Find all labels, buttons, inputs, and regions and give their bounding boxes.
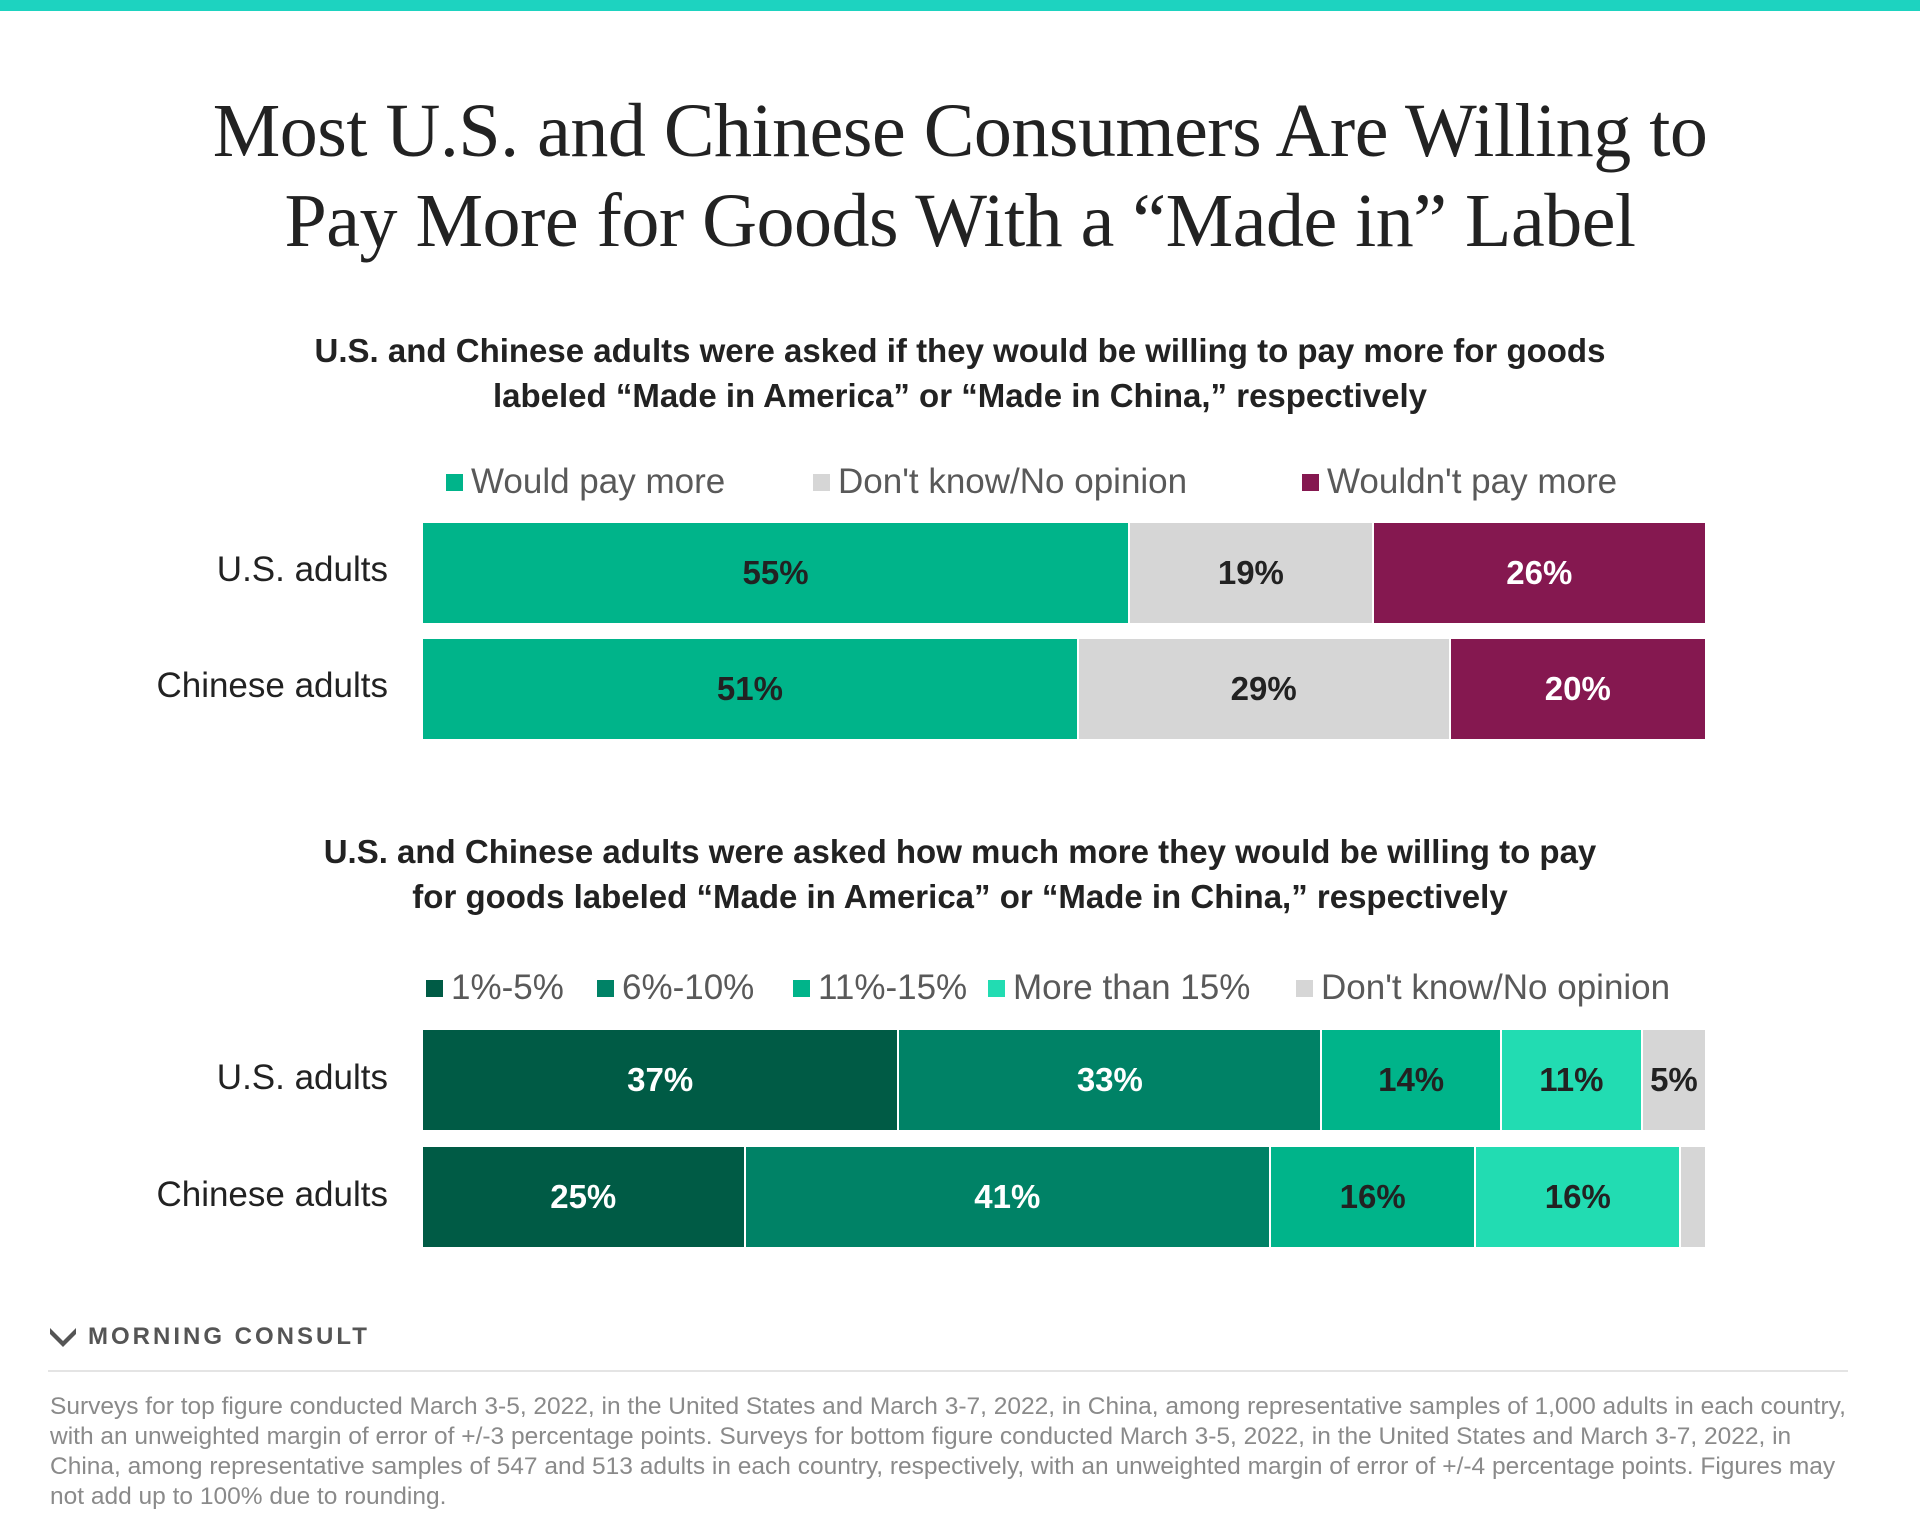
data-label: 19%: [1217, 554, 1284, 591]
bar-segment-don-t-know-no-opinion: [1679, 1147, 1705, 1247]
data-label: 51%: [716, 670, 783, 707]
chart-1-title-line-2: labeled “Made in America” or “Made in Ch…: [492, 377, 1428, 414]
chart-2-bar-us: 37% 33% 14% 11% 5%: [423, 1030, 1705, 1130]
bar-segment-don-t-know-no-opinion: 19%: [1128, 523, 1372, 623]
data-label: 33%: [1076, 1061, 1143, 1098]
data-label: 41%: [974, 1178, 1041, 1215]
legend-label: 1%-5%: [451, 968, 564, 1007]
legend-item-wouldn-t-pay-more: Wouldn't pay more: [1302, 460, 1617, 504]
bar-segment-11-15: 16%: [1269, 1147, 1475, 1247]
chart-1-row-label-china: Chinese adults: [156, 666, 388, 705]
data-label: 55%: [742, 554, 809, 591]
data-label: 20%: [1544, 670, 1611, 707]
legend-label: 11%-15%: [818, 968, 968, 1007]
chart-1-legend: Would pay more Don't know/No opinion Would…: [0, 460, 1920, 504]
data-label: 16%: [1544, 1178, 1611, 1215]
legend-item-1-5: 1%-5%: [426, 966, 564, 1010]
bar-segment-6-10: 41%: [743, 1147, 1270, 1247]
legend-swatch-would-pay-more: [446, 473, 463, 491]
legend-item-more-than-15: More than 15%: [988, 966, 1250, 1010]
data-label: 25%: [550, 1178, 617, 1215]
legend-label: Wouldn't pay more: [1327, 462, 1618, 501]
chart-2-row-label-china: Chinese adults: [156, 1175, 388, 1214]
legend-swatch-11-15: [793, 979, 810, 997]
legend-swatch-1-5: [426, 979, 443, 997]
legend-label: More than 15%: [1013, 968, 1251, 1007]
legend-swatch-don-t-know-no-opinion: [1296, 979, 1313, 997]
chart-1-bar-us: 55% 19% 26%: [423, 523, 1705, 623]
legend-item-11-15: 11%-15%: [793, 966, 967, 1010]
title-line-1: Most U.S. and Chinese Consumers Are Will…: [212, 89, 1708, 173]
bar-segment-6-10: 33%: [897, 1030, 1321, 1130]
bar-segment-would-pay-more: 51%: [423, 639, 1077, 739]
bar-segment-more-than-15: 11%: [1499, 1030, 1641, 1130]
chart-2-bar-china: 25% 41% 16% 16%: [423, 1147, 1705, 1247]
chart-2-legend: 1%-5% 6%-10% 11%-15% More than 15% Don't kno…: [0, 966, 1920, 1010]
chart-2-title-line-2: for goods labeled “Made in America” or “…: [412, 878, 1508, 915]
footer-divider: [48, 1370, 1848, 1372]
morning-consult-logo-icon: [50, 1328, 76, 1347]
bar-segment-1-5: 25%: [423, 1147, 744, 1247]
legend-swatch-don-t-know-no-opinion: [813, 473, 830, 491]
chart-2-title-line-1: U.S. and Chinese adults were asked how m…: [323, 833, 1597, 870]
chart-1-bar-china: 51% 29% 20%: [423, 639, 1705, 739]
data-label: 37%: [627, 1061, 694, 1098]
bar-segment-wouldn-t-pay-more: 20%: [1448, 639, 1705, 739]
bar-segment-1-5: 37%: [423, 1030, 898, 1130]
chart-2-row-label-us: U.S. adults: [216, 1058, 388, 1097]
chart-1-title: U.S. and Chinese adults were asked if th…: [0, 328, 1920, 418]
legend-item-6-10: 6%-10%: [597, 966, 754, 1010]
bar-segment-more-than-15: 16%: [1474, 1147, 1680, 1247]
legend-label: 6%-10%: [622, 968, 755, 1007]
bar-segment-would-pay-more: 55%: [423, 523, 1129, 623]
bar-segment-wouldn-t-pay-more: 26%: [1371, 523, 1705, 623]
data-label: 26%: [1506, 554, 1573, 591]
legend-item-would-pay-more: Would pay more: [446, 460, 725, 504]
bar-segment-don-t-know-no-opinion: 29%: [1076, 639, 1449, 739]
chart-1-row-label-us: U.S. adults: [216, 550, 388, 589]
legend-swatch-wouldn-t-pay-more: [1302, 473, 1319, 491]
data-label: 14%: [1378, 1061, 1445, 1098]
data-label: 29%: [1230, 670, 1297, 707]
footnote: Surveys for top figure conducted March 3…: [50, 1393, 1846, 1510]
brand-name: MORNING CONSULT: [88, 1323, 370, 1350]
data-label: 5%: [1650, 1061, 1698, 1098]
legend-label: Don't know/No opinion: [838, 462, 1188, 501]
bar-segment-11-15: 14%: [1320, 1030, 1500, 1130]
legend-swatch-6-10: [597, 979, 614, 997]
legend-item-don-t-know-no-opinion: Don't know/No opinion: [1296, 966, 1670, 1010]
top-accent-bar: [0, 0, 1920, 11]
chart-1-title-line-1: U.S. and Chinese adults were asked if th…: [314, 332, 1606, 369]
brand-logo: MORNING CONSULT: [48, 1320, 370, 1354]
data-label: 16%: [1339, 1178, 1406, 1215]
chart-2-title: U.S. and Chinese adults were asked how m…: [0, 829, 1920, 919]
legend-item-don-t-know-no-opinion: Don't know/No opinion: [813, 460, 1187, 504]
legend-label: Don't know/No opinion: [1321, 968, 1671, 1007]
title-line-2: Pay More for Goods With a “Made in” Labe…: [284, 179, 1636, 263]
legend-label: Would pay more: [471, 462, 726, 501]
bar-segment-don-t-know-no-opinion: 5%: [1640, 1030, 1705, 1130]
legend-swatch-more-than-15: [988, 979, 1005, 997]
data-label: 11%: [1539, 1061, 1604, 1098]
page-title: Most U.S. and Chinese Consumers Are Will…: [0, 86, 1920, 266]
